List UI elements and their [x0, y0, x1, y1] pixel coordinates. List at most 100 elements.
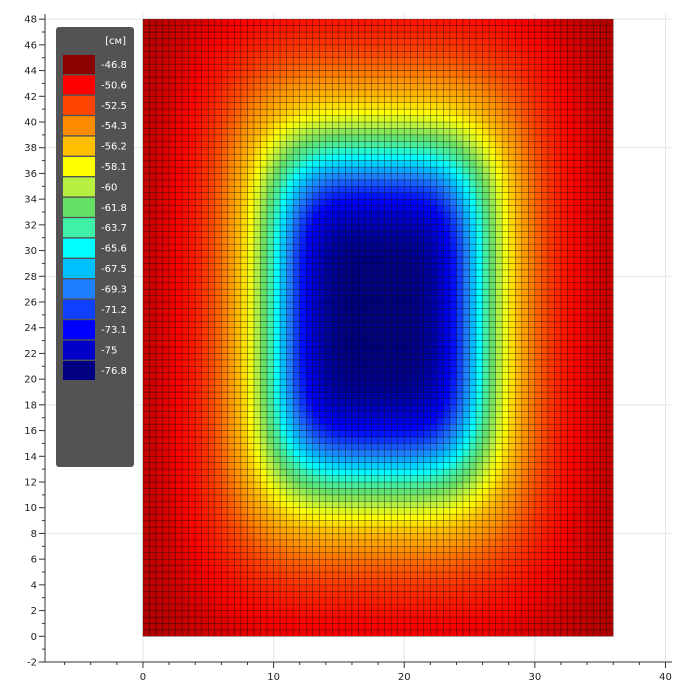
heatmap-cell: [384, 571, 392, 579]
heatmap-cell: [149, 44, 157, 52]
heatmap-cell: [430, 578, 438, 586]
heatmap-cell: [214, 160, 222, 168]
heatmap-cell: [338, 102, 346, 110]
heatmap-cell: [221, 102, 229, 110]
heatmap-cell: [142, 301, 150, 309]
heatmap-cell: [345, 603, 353, 611]
heatmap-cell: [194, 295, 203, 303]
heatmap-cell: [247, 25, 255, 33]
heatmap-cell: [175, 610, 183, 618]
heatmap-cell: [417, 308, 425, 316]
heatmap-cell: [149, 231, 157, 238]
heatmap-cell: [260, 288, 268, 296]
heatmap-cell: [325, 89, 333, 97]
heatmap-cell: [358, 31, 366, 39]
heatmap-cell: [397, 378, 405, 386]
heatmap-cell: [188, 340, 196, 348]
heatmap-cell: [462, 398, 470, 406]
heatmap-cell: [397, 295, 405, 303]
heatmap-cell: [299, 565, 307, 573]
heatmap-cell: [384, 256, 392, 264]
heatmap-cell: [345, 301, 353, 309]
heatmap-cell: [325, 31, 333, 39]
heatmap-cell: [188, 51, 196, 58]
heatmap-cell: [142, 353, 150, 361]
heatmap-cell: [266, 475, 274, 483]
heatmap-cell: [214, 533, 222, 541]
heatmap-cell: [462, 276, 470, 283]
heatmap-cell: [417, 301, 425, 309]
heatmap-cell: [306, 269, 314, 277]
heatmap-cell: [188, 456, 196, 463]
heatmap-cell: [325, 507, 333, 515]
heatmap-cell: [168, 417, 176, 425]
heatmap-cell: [397, 456, 405, 463]
heatmap-cell: [351, 443, 359, 451]
heatmap-cell: [201, 507, 209, 515]
heatmap-cell: [319, 237, 327, 245]
heatmap-cell: [175, 224, 183, 232]
heatmap-cell: [201, 269, 209, 277]
heatmap-cell: [403, 83, 412, 91]
heatmap-cell: [384, 533, 392, 541]
heatmap-cell: [279, 507, 287, 515]
heatmap-cell: [319, 173, 327, 181]
heatmap-cell: [423, 558, 431, 566]
heatmap-cell: [475, 404, 483, 412]
heatmap-cell: [345, 584, 353, 592]
heatmap-cell: [319, 76, 327, 84]
heatmap-cell: [371, 520, 379, 528]
heatmap-cell: [142, 520, 150, 528]
heatmap-cell: [390, 481, 398, 489]
heatmap-cell: [371, 186, 379, 193]
heatmap-cell: [181, 436, 189, 444]
heatmap-cell: [469, 353, 477, 361]
heatmap-cell: [142, 83, 150, 91]
heatmap-cell: [221, 231, 229, 238]
heatmap-cell: [279, 160, 287, 168]
heatmap-cell: [351, 346, 359, 354]
heatmap-cell: [162, 57, 170, 65]
heatmap-cell: [423, 25, 431, 33]
heatmap-cell: [319, 366, 327, 373]
heatmap-cell: [227, 475, 235, 483]
heatmap-cell: [240, 565, 248, 573]
heatmap-cell: [194, 269, 203, 277]
heatmap-cell: [377, 282, 385, 290]
heatmap-cell: [449, 546, 457, 553]
heatmap-cell: [462, 571, 470, 579]
heatmap-cell: [175, 398, 183, 406]
heatmap-cell: [253, 224, 261, 232]
heatmap-cell: [325, 250, 333, 258]
heatmap-cell: [377, 192, 385, 200]
heatmap-cell: [168, 597, 176, 605]
heatmap-cell: [292, 121, 300, 129]
heatmap-cell: [253, 501, 261, 508]
heatmap-cell: [201, 224, 209, 232]
heatmap-cell: [410, 276, 418, 283]
heatmap-cell: [358, 108, 366, 116]
heatmap-cell: [410, 340, 418, 348]
heatmap-cell: [338, 224, 346, 232]
heatmap-cell: [319, 63, 327, 71]
heatmap-cell: [430, 533, 438, 541]
heatmap-cell: [142, 610, 150, 618]
heatmap-cell: [194, 449, 203, 457]
heatmap-cell: [417, 520, 425, 528]
heatmap-cell: [332, 160, 340, 168]
heatmap-cell: [449, 449, 457, 457]
heatmap-cell: [266, 372, 274, 380]
heatmap-cell: [286, 153, 294, 161]
heatmap-cell: [332, 546, 340, 553]
heatmap-cell: [469, 366, 477, 373]
heatmap-cell: [390, 295, 398, 303]
heatmap-cell: [247, 288, 255, 296]
heatmap-cell: [312, 462, 320, 470]
heatmap-cell: [247, 205, 255, 213]
heatmap-cell: [469, 462, 477, 470]
heatmap-cell: [279, 533, 287, 541]
heatmap-cell: [168, 488, 176, 496]
heatmap-cell: [279, 250, 287, 258]
heatmap-cell: [345, 166, 353, 174]
heatmap-cell: [188, 250, 196, 258]
